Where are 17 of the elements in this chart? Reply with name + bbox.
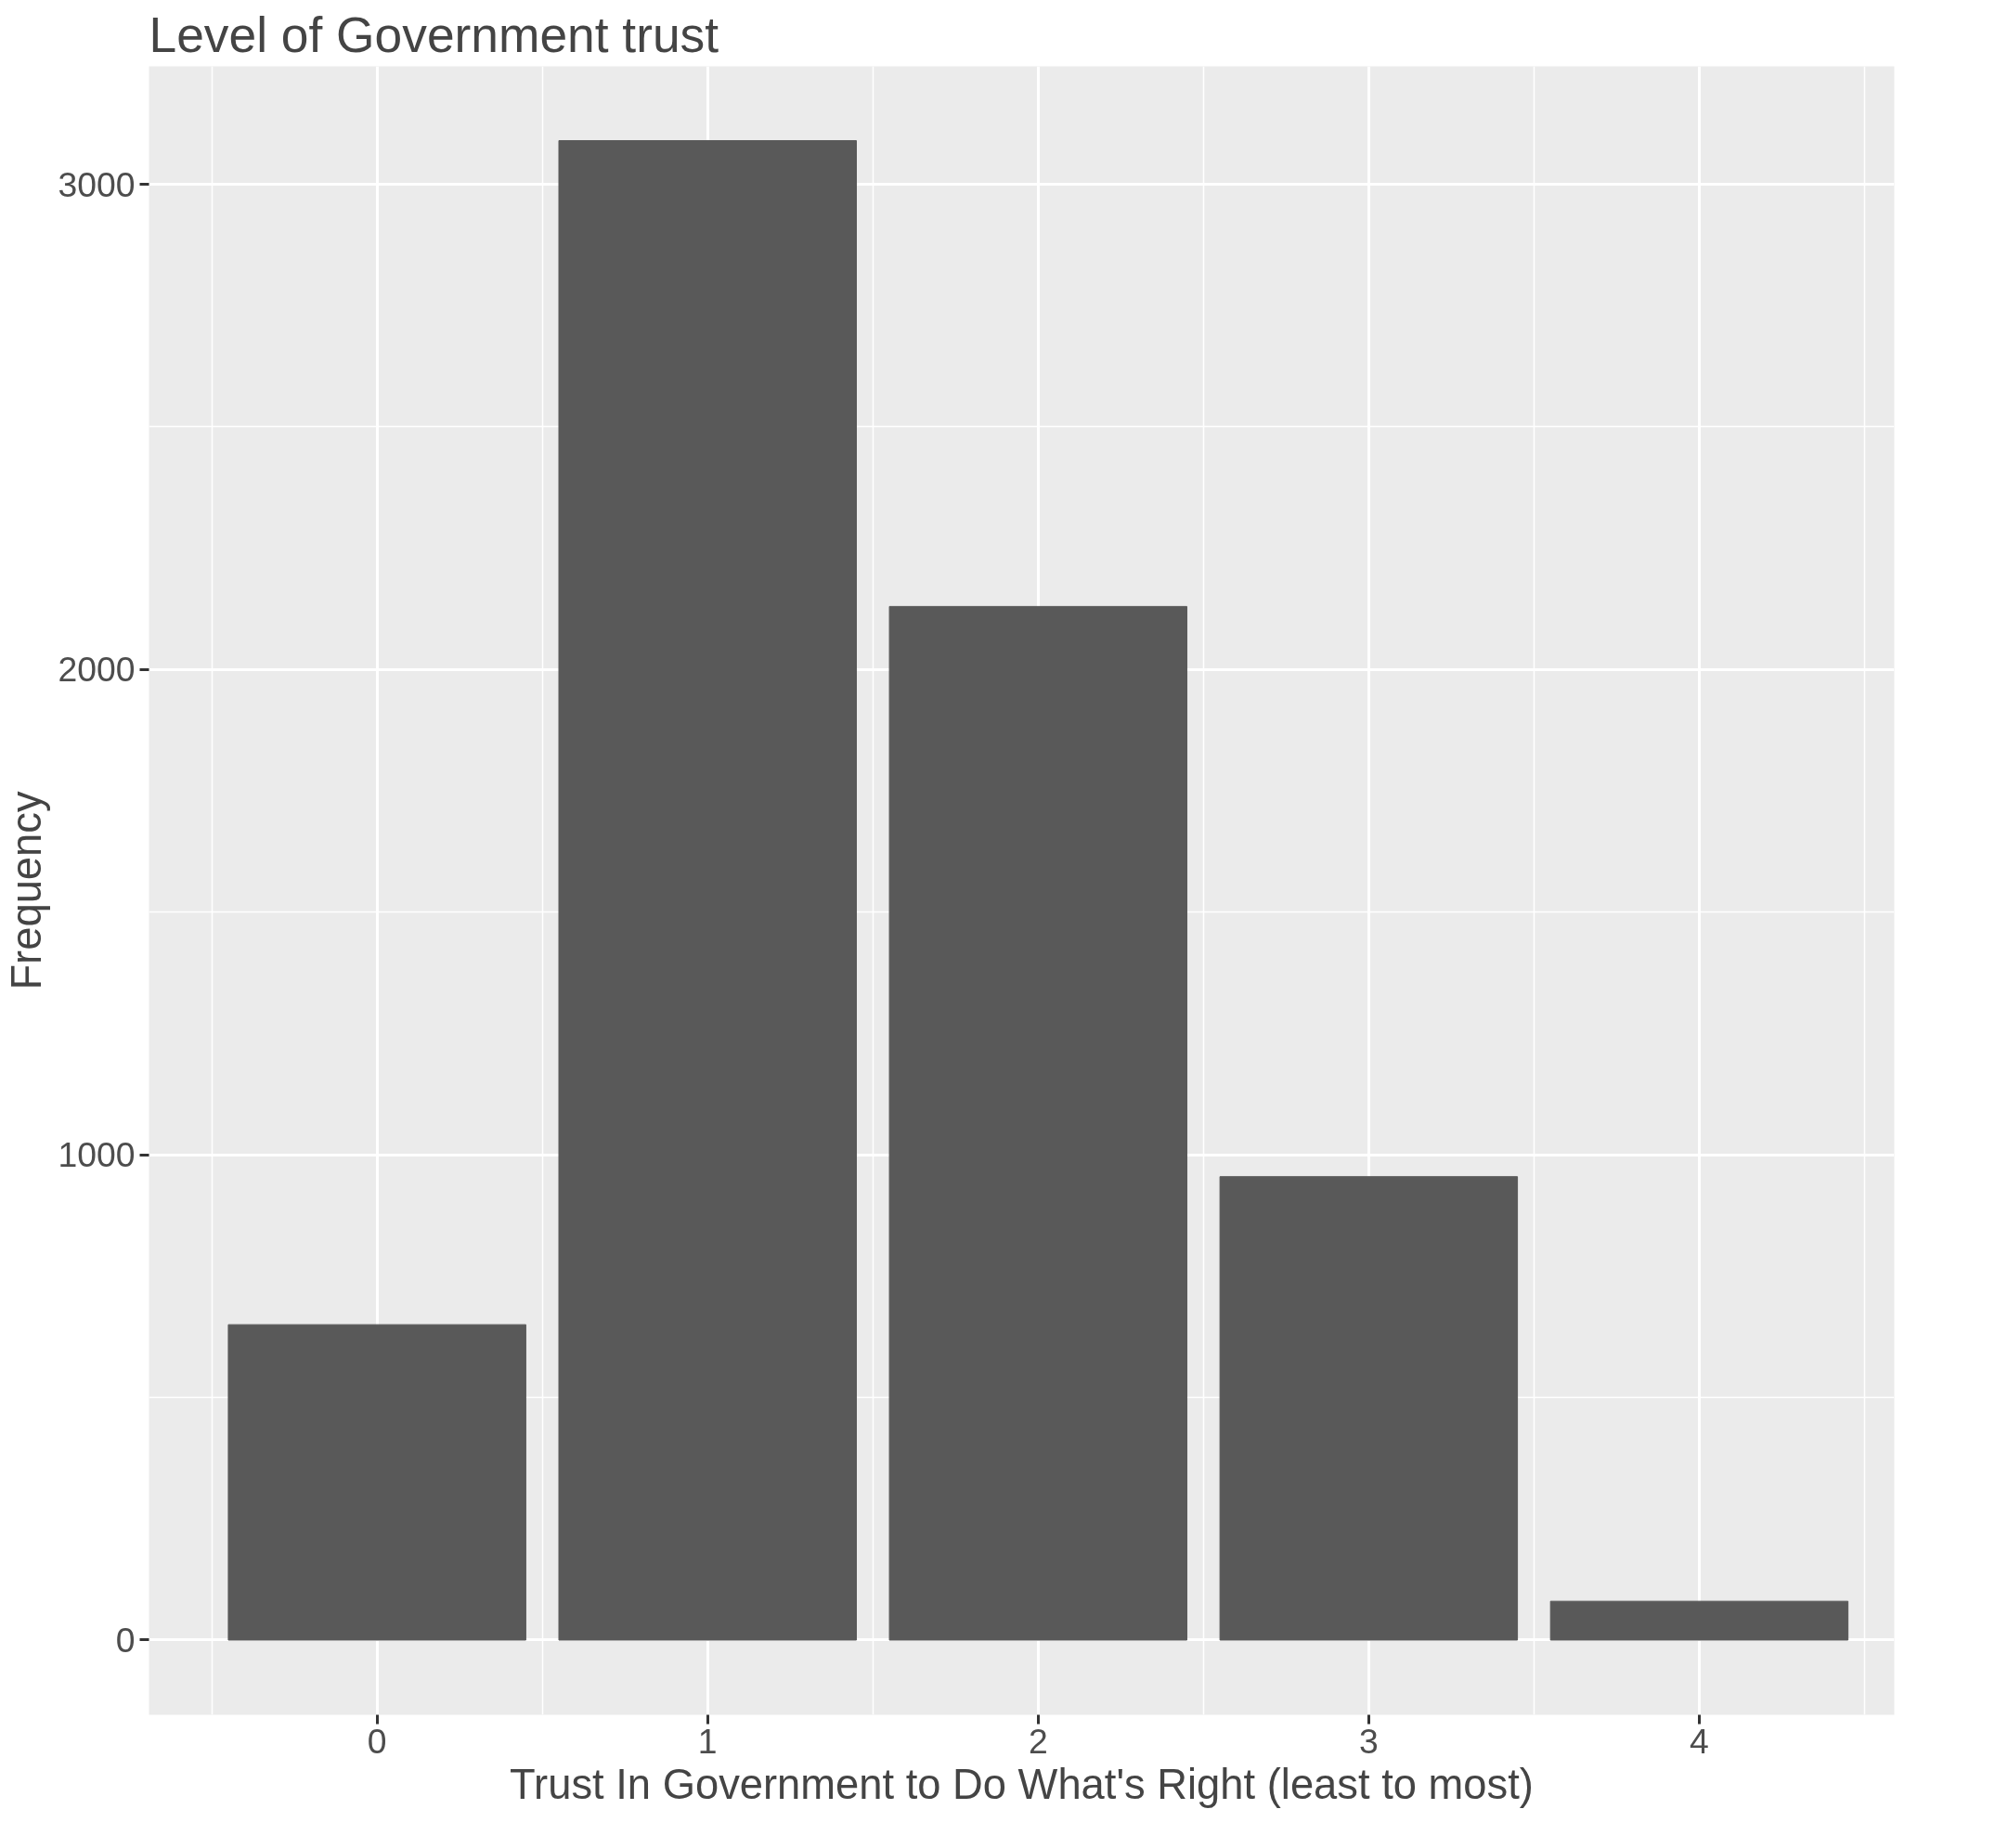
y-axis-title: Frequency <box>3 791 51 990</box>
y-tick-label: 3000 <box>58 164 136 204</box>
bar <box>1549 1600 1849 1641</box>
y-tick-label: 1000 <box>58 1135 136 1175</box>
x-tick-label: 0 <box>367 1721 387 1761</box>
bar <box>1219 1176 1519 1641</box>
bar <box>888 605 1188 1641</box>
y-tick-label: 2000 <box>58 650 136 690</box>
chart-title: Level of Government trust <box>149 6 719 62</box>
x-axis-title: Trust In Government to Do What's Right (least to most) <box>510 1760 1534 1808</box>
bar <box>227 1324 526 1641</box>
x-tick-label: 1 <box>697 1721 718 1761</box>
x-tick-label: 2 <box>1028 1721 1048 1761</box>
x-tick-label: 4 <box>1690 1721 1709 1761</box>
x-tick-label: 3 <box>1358 1721 1379 1761</box>
bar <box>558 139 857 1641</box>
y-tick-label: 0 <box>115 1620 136 1660</box>
